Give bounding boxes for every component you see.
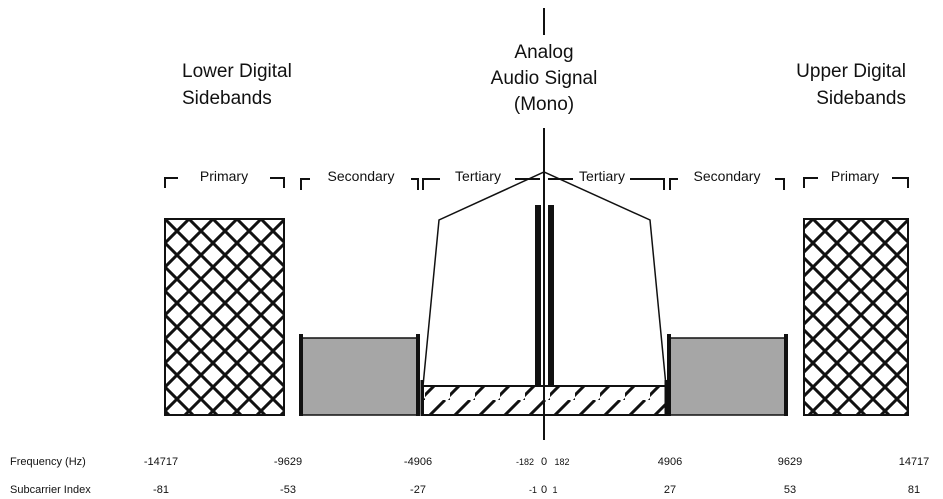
- freq-tick: -9629: [274, 456, 302, 468]
- bracket-secondary-right: [669, 178, 785, 190]
- analog-envelope-line: [422, 171, 667, 387]
- secondary-upper-sideband: [669, 337, 786, 416]
- primary-lower-sideband: [164, 218, 285, 416]
- analog-title-line2: Audio Signal: [491, 68, 598, 89]
- lower-sidebands-title-line2: Sidebands: [182, 88, 272, 109]
- upper-sidebands-title-line1: Upper Digital: [796, 61, 906, 82]
- freq-tick: -4906: [404, 456, 432, 468]
- segment-tertiary-left: Tertiary: [455, 168, 501, 184]
- subcarrier-tick: 53: [784, 484, 796, 496]
- segment-secondary-right: Secondary: [694, 168, 761, 184]
- freq-tick: -14717: [144, 456, 178, 468]
- segment-primary-left: Primary: [200, 168, 248, 184]
- secondary-lower-sideband: [301, 337, 419, 416]
- freq-tick: 182: [554, 457, 569, 467]
- bracket-primary-right: [803, 177, 909, 188]
- subcarrier-tick: -27: [410, 484, 426, 496]
- analog-title-line3: (Mono): [514, 94, 574, 115]
- analog-carrier-bar-right: [548, 205, 554, 386]
- freq-tick: 0: [541, 456, 547, 468]
- subcarrier-tick: 27: [664, 484, 676, 496]
- analog-title-line1: Analog: [514, 42, 573, 63]
- freq-tick: -182: [516, 457, 534, 467]
- upper-sidebands-title-line2: Sidebands: [816, 88, 906, 109]
- subcarrier-tick: -81: [153, 484, 169, 496]
- analog-carrier-bar-left: [535, 205, 541, 386]
- subcarrier-tick: -1: [529, 485, 537, 495]
- subcarrier-tick: 0: [541, 484, 547, 496]
- segment-secondary-left: Secondary: [328, 168, 395, 184]
- frequency-row-label: Frequency (Hz): [10, 456, 86, 468]
- freq-tick: 4906: [658, 456, 682, 468]
- segment-tertiary-right: Tertiary: [579, 168, 625, 184]
- bracket-secondary-left: [300, 178, 419, 190]
- freq-tick: 9629: [778, 456, 802, 468]
- subcarrier-tick: -53: [280, 484, 296, 496]
- subcarrier-tick: 81: [908, 484, 920, 496]
- freq-tick: 14717: [899, 456, 930, 468]
- tertiary-band: [422, 385, 667, 416]
- subcarrier-tick: 1: [552, 485, 557, 495]
- lower-sidebands-title-line1: Lower Digital: [182, 61, 292, 82]
- bracket-primary-left: [164, 177, 285, 188]
- primary-upper-sideband: [803, 218, 909, 416]
- subcarrier-row-label: Subcarrier Index: [10, 484, 91, 496]
- segment-primary-right: Primary: [831, 168, 879, 184]
